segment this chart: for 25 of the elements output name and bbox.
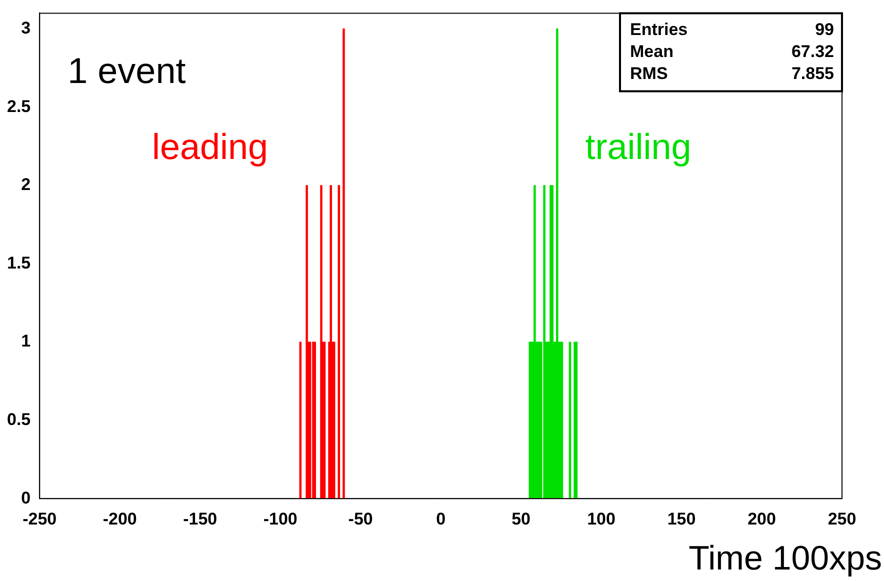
- text: Entries 99: [630, 20, 834, 39]
- text: RMS 7.855: [630, 64, 834, 83]
- series-label: leading: [152, 126, 268, 168]
- x-axis-title: Time 100xps: [688, 539, 882, 578]
- x-tick-label: 200: [748, 509, 776, 528]
- x-tick-label: 250: [828, 509, 856, 528]
- y-tick-label: 3: [21, 18, 31, 38]
- series-label: trailing: [585, 126, 692, 168]
- y-tick-label: 0: [21, 488, 31, 508]
- x-tick-label: 50: [512, 509, 531, 528]
- x-tick-label: -50: [348, 509, 373, 528]
- y-tick-label: 1: [21, 332, 31, 351]
- x-tick-label: -200: [102, 509, 137, 528]
- x-tick-label: 150: [667, 509, 696, 528]
- y-tick-label: 1.5: [6, 253, 31, 272]
- x-tick-label: 0: [436, 509, 446, 528]
- x-tick-label: -100: [263, 509, 298, 528]
- annotation: 1 event: [68, 50, 186, 92]
- text: Mean 67.32: [630, 42, 834, 61]
- y-tick-label: 0.5: [6, 410, 31, 429]
- x-tick-label: -250: [22, 509, 57, 528]
- y-tick-label: 2.5: [6, 96, 31, 116]
- x-tick-label: -150: [183, 509, 218, 528]
- x-tick-label: 100: [587, 509, 616, 528]
- y-tick-label: 2: [21, 175, 31, 194]
